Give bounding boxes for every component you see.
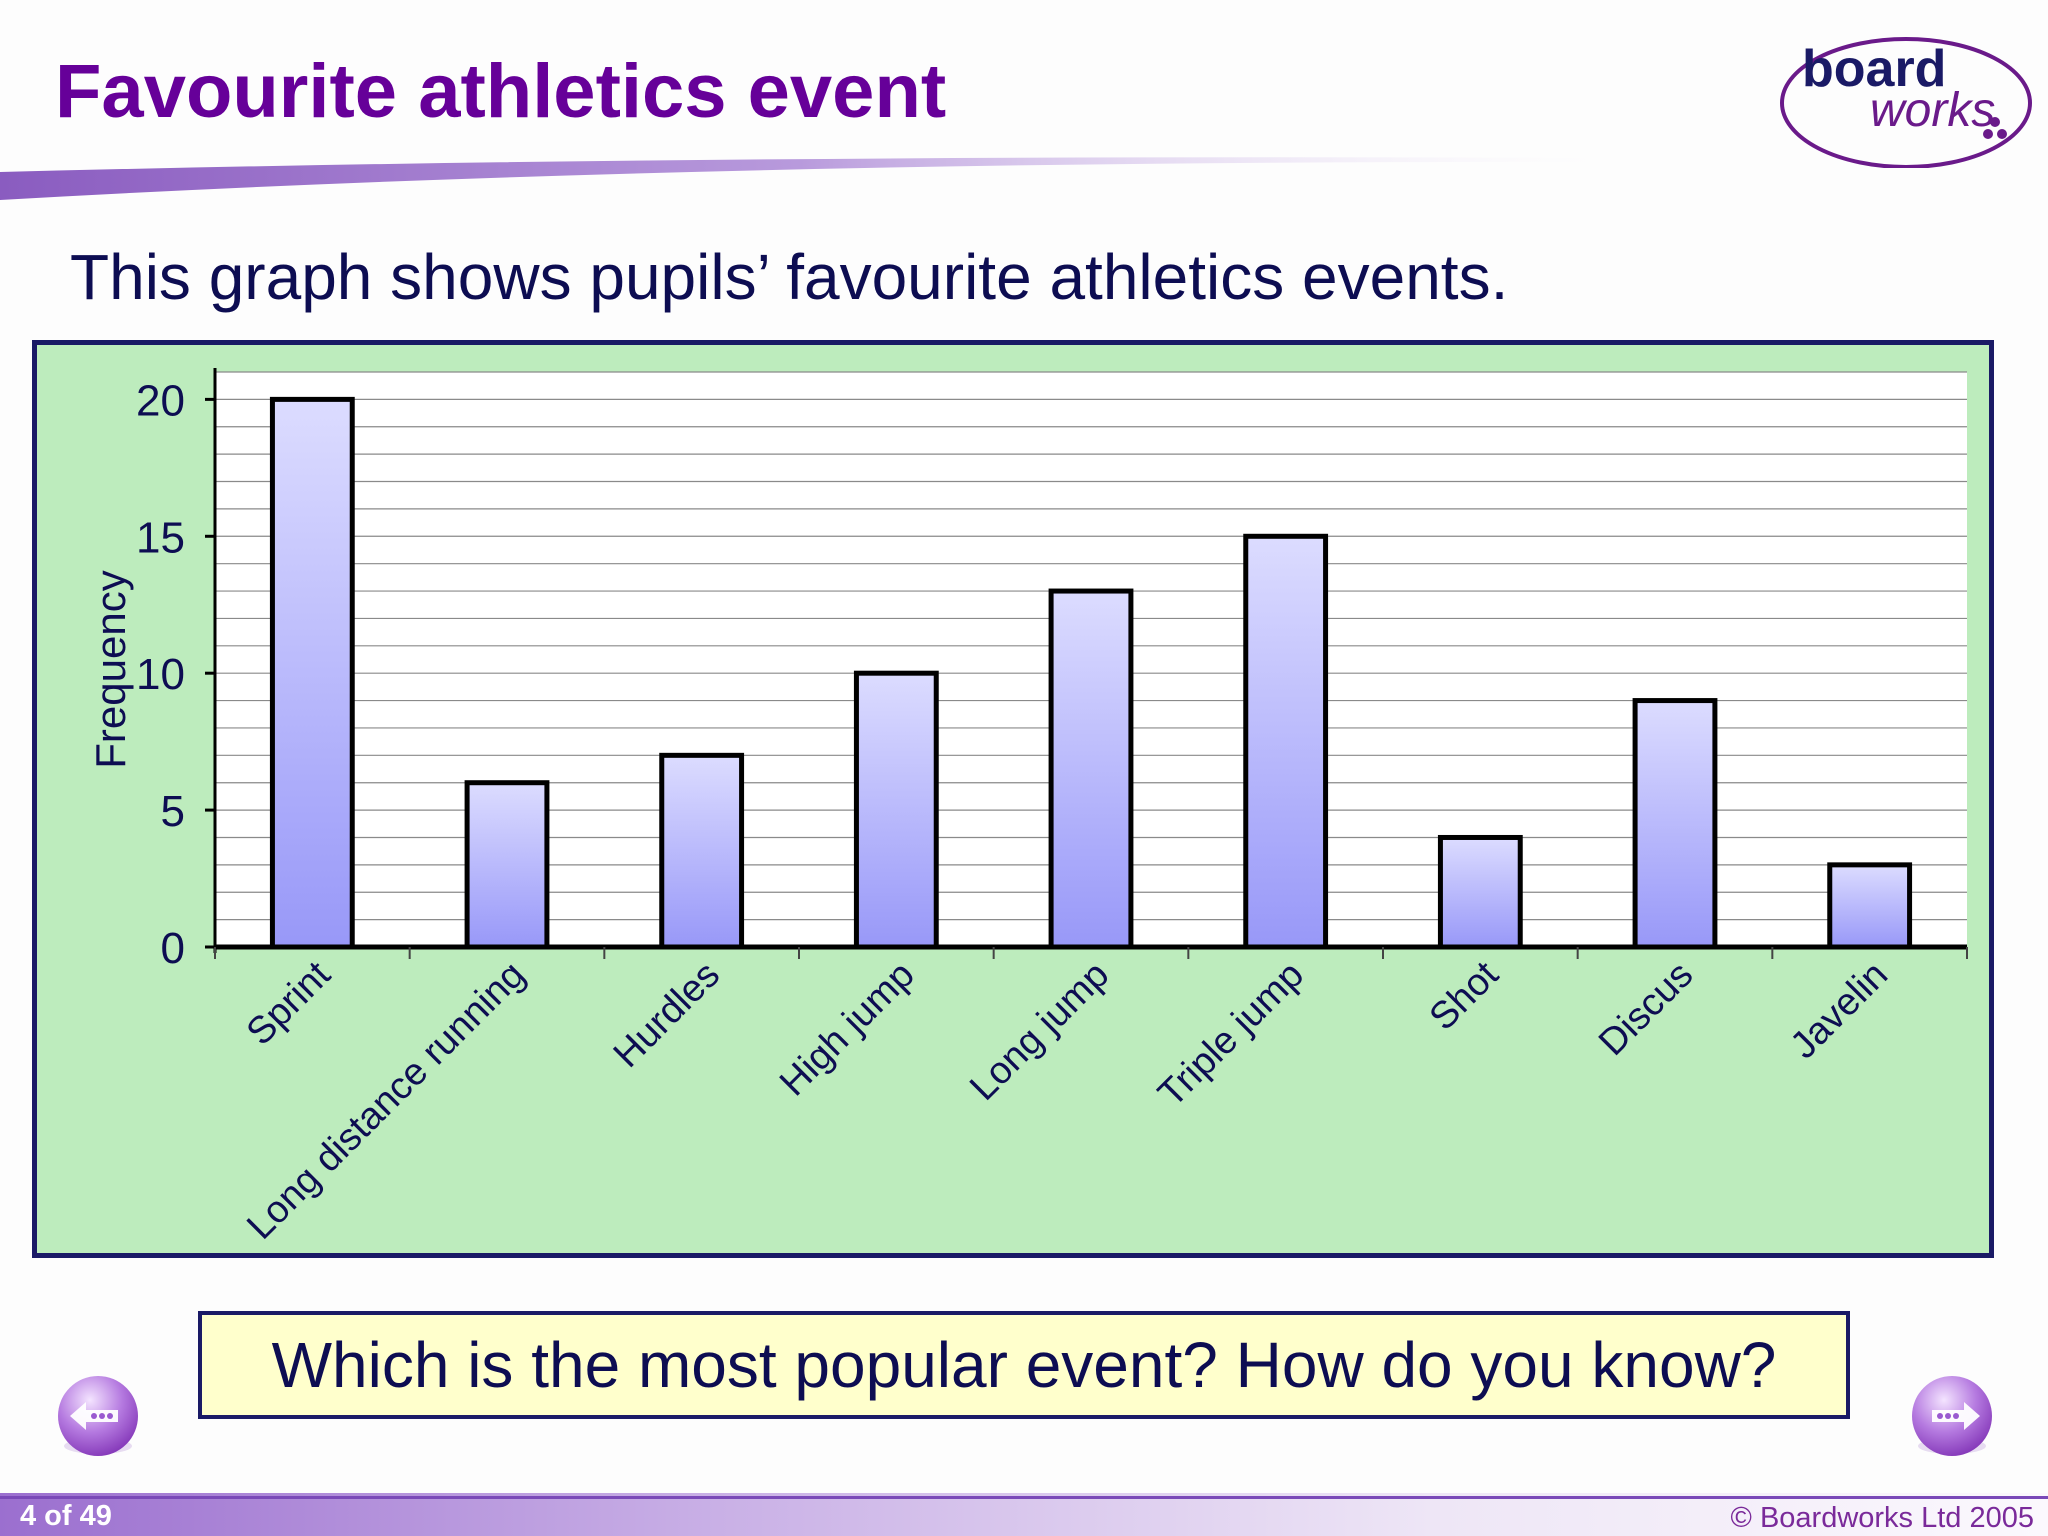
y-tick-label: 20 <box>136 376 185 425</box>
title-underline <box>0 157 1600 200</box>
x-category-label: Sprint <box>239 953 339 1053</box>
x-category-label: High jump <box>772 954 923 1105</box>
x-category-label: Triple jump <box>1150 954 1312 1116</box>
y-tick-label: 0 <box>161 924 185 973</box>
x-category-label: Hurdles <box>606 954 728 1076</box>
bar-javelin <box>1827 862 1913 950</box>
bar-sprint <box>269 396 355 950</box>
next-slide-button[interactable] <box>1906 1372 1998 1464</box>
copyright-notice: © Boardworks Ltd 2005 <box>1730 1502 2034 1534</box>
x-category-label: Long jump <box>962 954 1117 1109</box>
question-box: Which is the most popular event? How do … <box>198 1311 1850 1419</box>
footer-divider <box>0 1496 2048 1499</box>
slide-subtitle: This graph shows pupils’ favourite athle… <box>70 241 1509 313</box>
y-axis-label: Frequency <box>87 570 134 768</box>
arrow-right-icon <box>1932 1402 1980 1430</box>
slide-title: Favourite athletics event <box>55 49 947 134</box>
bar-high-jump <box>853 670 939 950</box>
bar-triple-jump <box>1243 533 1329 950</box>
x-category-label: Javelin <box>1783 954 1896 1067</box>
x-category-label: Discus <box>1591 954 1701 1064</box>
bar-long-distance-running <box>464 780 550 950</box>
y-tick-label: 10 <box>136 650 185 699</box>
boardworks-logo: board works <box>1780 37 2032 168</box>
y-tick-label: 15 <box>136 513 185 562</box>
bar-shot <box>1437 834 1523 950</box>
question-text: Which is the most popular event? How do … <box>271 1329 1777 1401</box>
svg-text:works: works <box>1870 84 1995 137</box>
svg-text:board: board <box>1802 40 1946 98</box>
footer-bar <box>0 1493 2048 1536</box>
x-category-label: Shot <box>1422 953 1507 1038</box>
chart-panel: 0 5 10 15 20 Frequency Sprint Long distance run… <box>32 340 1994 1258</box>
arrow-left-icon <box>70 1402 118 1430</box>
y-tick-label: 5 <box>161 787 185 836</box>
page-counter: 4 of 49 <box>20 1500 112 1532</box>
previous-slide-button[interactable] <box>52 1372 144 1464</box>
bar-discus <box>1632 698 1718 950</box>
bar-hurdles <box>659 752 745 950</box>
bar-long-jump <box>1048 588 1134 950</box>
